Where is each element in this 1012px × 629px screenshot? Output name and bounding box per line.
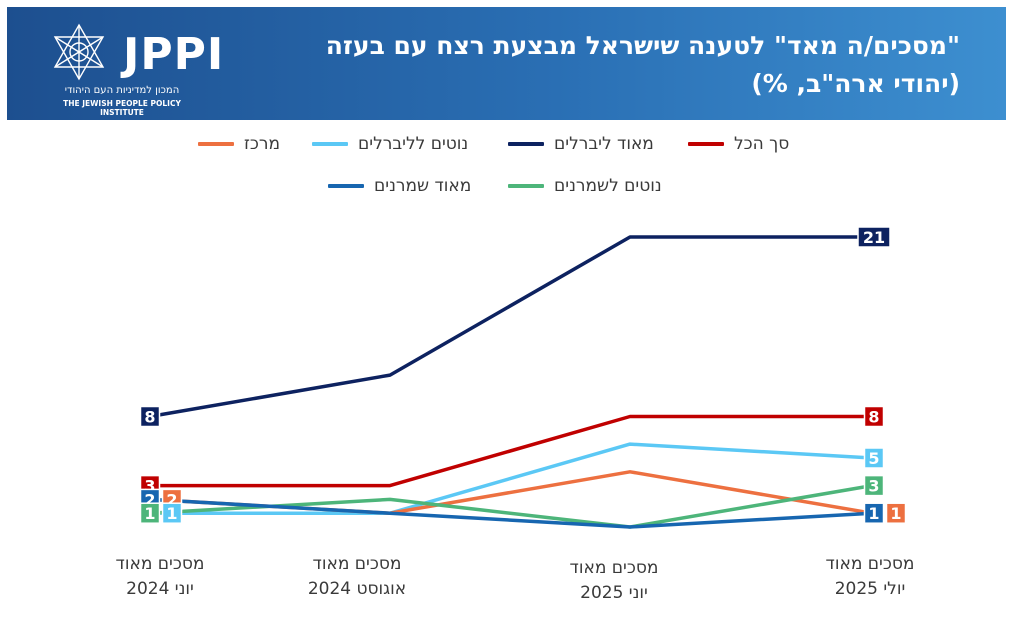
data-label-text: 2 [166, 490, 177, 509]
legend-item-total: סך הכל [688, 132, 789, 156]
series-line-0 [150, 414, 872, 488]
jppi-logo: JPPI המכון למדיניות העם היהודי THE JEWIS… [37, 17, 223, 117]
legend-swatch-orange [198, 142, 234, 146]
x-tick-line1: מסכים מאוד [825, 554, 915, 574]
x-tick-label-3: מסכים מאוד יולי 2025 [785, 552, 955, 602]
series-line-5 [149, 497, 873, 529]
star-of-david-icon [53, 23, 105, 81]
data-label-11: 1 [885, 502, 907, 524]
legend-swatch-light-blue [312, 142, 348, 146]
legend-item-center: מרכז [198, 132, 280, 156]
legend-label: סך הכל [734, 134, 790, 154]
data-label-text: 1 [868, 504, 879, 523]
series-line-1 [149, 235, 872, 419]
legend-label: נוטים לליברלים [358, 134, 469, 154]
data-label-box [857, 226, 891, 248]
x-tick-line2: יוני 2024 [126, 579, 194, 599]
data-label-text: 5 [868, 449, 879, 468]
logo-wordmark: JPPI [123, 29, 225, 80]
x-tick-line2: יולי 2025 [834, 579, 906, 599]
legend-swatch-navy [508, 142, 544, 146]
data-label-4: 1 [139, 502, 161, 524]
data-label-text: 1 [166, 504, 177, 523]
logo-subtitle-hebrew: המכון למדיניות העם היהודי [64, 85, 180, 96]
legend-item-very-liberal: מאוד ליברלים [508, 132, 654, 156]
data-label-8: 5 [863, 447, 885, 469]
data-label-box [139, 502, 161, 524]
x-tick-line1: מסכים מאוד [312, 554, 402, 574]
x-tick-label-2: מסכים מאוד יוני 2025 [529, 556, 699, 606]
x-tick-line2: אוגוסט 2024 [307, 579, 407, 599]
x-tick-line1: מסכים מאוד [115, 554, 205, 574]
data-label-text: 3 [868, 477, 879, 496]
legend-label: נוטים לשמרנים [554, 176, 662, 196]
data-label-box [863, 447, 885, 469]
data-label-box [863, 474, 885, 497]
data-label-9: 3 [863, 474, 885, 497]
legend-swatch-red [688, 142, 724, 146]
data-label-5: 1 [161, 502, 183, 524]
data-label-box [863, 502, 885, 524]
data-label-text: 8 [144, 408, 155, 427]
chart-title-line1: "מסכים/ה מאד" לטענה שישראל מבצעת רצח עם … [325, 31, 960, 60]
data-label-box [885, 502, 907, 524]
data-label-text: 8 [868, 408, 879, 427]
logo-subtitle-english: THE JEWISH PEOPLE POLICY INSTITUTE [63, 99, 181, 117]
header-banner: JPPI המכון למדיניות העם היהודי THE JEWIS… [7, 7, 1006, 120]
data-label-1: 8 [139, 405, 161, 428]
legend-swatch-green [508, 184, 544, 188]
legend-item-lean-conservative: נוטים לשמרנים [508, 174, 662, 198]
data-label-text: 3 [144, 477, 155, 496]
series-line-2 [150, 442, 873, 515]
data-label-6: 21 [857, 226, 891, 248]
chart-title: "מסכים/ה מאד" לטענה שישראל מבצעת רצח עם … [320, 27, 960, 103]
legend-label: מאוד שמרנים [374, 176, 472, 196]
data-label-text: 1 [890, 504, 901, 523]
legend-swatch-blue [328, 184, 364, 188]
data-label-text: 1 [144, 504, 155, 523]
data-label-box [863, 405, 885, 428]
chart-title-line2: (יהודי ארה"ב, %) [751, 69, 960, 98]
data-label-box [161, 502, 183, 524]
data-label-text: 2 [144, 490, 155, 509]
data-label-10: 1 [863, 502, 885, 524]
x-tick-line1: מסכים מאוד [569, 558, 659, 578]
x-tick-label-1: מסכים מאוד אוגוסט 2024 [272, 552, 442, 602]
x-tick-line2: יוני 2025 [580, 583, 648, 603]
data-label-text: 21 [863, 228, 885, 247]
legend-item-lean-liberal: נוטים לליברלים [312, 132, 468, 156]
legend-item-very-conservative: מאוד שמרנים [328, 174, 471, 198]
x-tick-label-0: מסכים מאוד יוני 2024 [75, 552, 245, 602]
legend-label: מרכז [244, 134, 281, 154]
data-label-7: 8 [863, 405, 885, 428]
data-label-box [139, 405, 161, 428]
legend-label: מאוד ליברלים [554, 134, 654, 154]
